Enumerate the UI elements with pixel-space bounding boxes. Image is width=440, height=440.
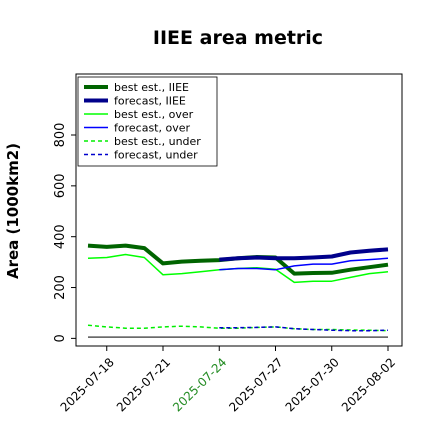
series-line-5	[219, 326, 389, 332]
legend-label-1: forecast, IIEE	[114, 95, 186, 108]
y-axis-label: Area (1000km2)	[4, 143, 22, 279]
legend-label-2: best est., over	[114, 108, 194, 121]
plot-frame	[75, 73, 403, 347]
chart-title: IIEE area metric	[153, 27, 323, 49]
x-tick-label-3: 2025-07-27	[226, 355, 285, 414]
y-tick-label-4: 800	[53, 123, 68, 148]
x-tick-label-0: 2025-07-18	[58, 355, 117, 414]
legend-label-4: best est., under	[114, 135, 201, 148]
legend-box	[77, 76, 218, 167]
x-tick-label-5: 2025-08-02	[339, 355, 398, 414]
legend-label-5: forecast, under	[114, 149, 198, 162]
legend-label-3: forecast, over	[114, 122, 190, 135]
series-line-4	[87, 324, 389, 332]
y-tick-label-3: 600	[53, 173, 68, 198]
y-tick-label-2: 400	[53, 224, 68, 249]
legend-label-0: best est., IIEE	[114, 81, 189, 94]
x-tick-label-4: 2025-07-30	[283, 355, 342, 414]
y-tick-label-0: 0	[53, 334, 68, 342]
y-tick-label-1: 200	[53, 275, 68, 300]
x-tick-label-1: 2025-07-21	[114, 355, 173, 414]
series-line-1	[219, 247, 389, 262]
x-tick-label-2: 2025-07-24	[170, 355, 229, 414]
series-line-3	[219, 257, 389, 271]
